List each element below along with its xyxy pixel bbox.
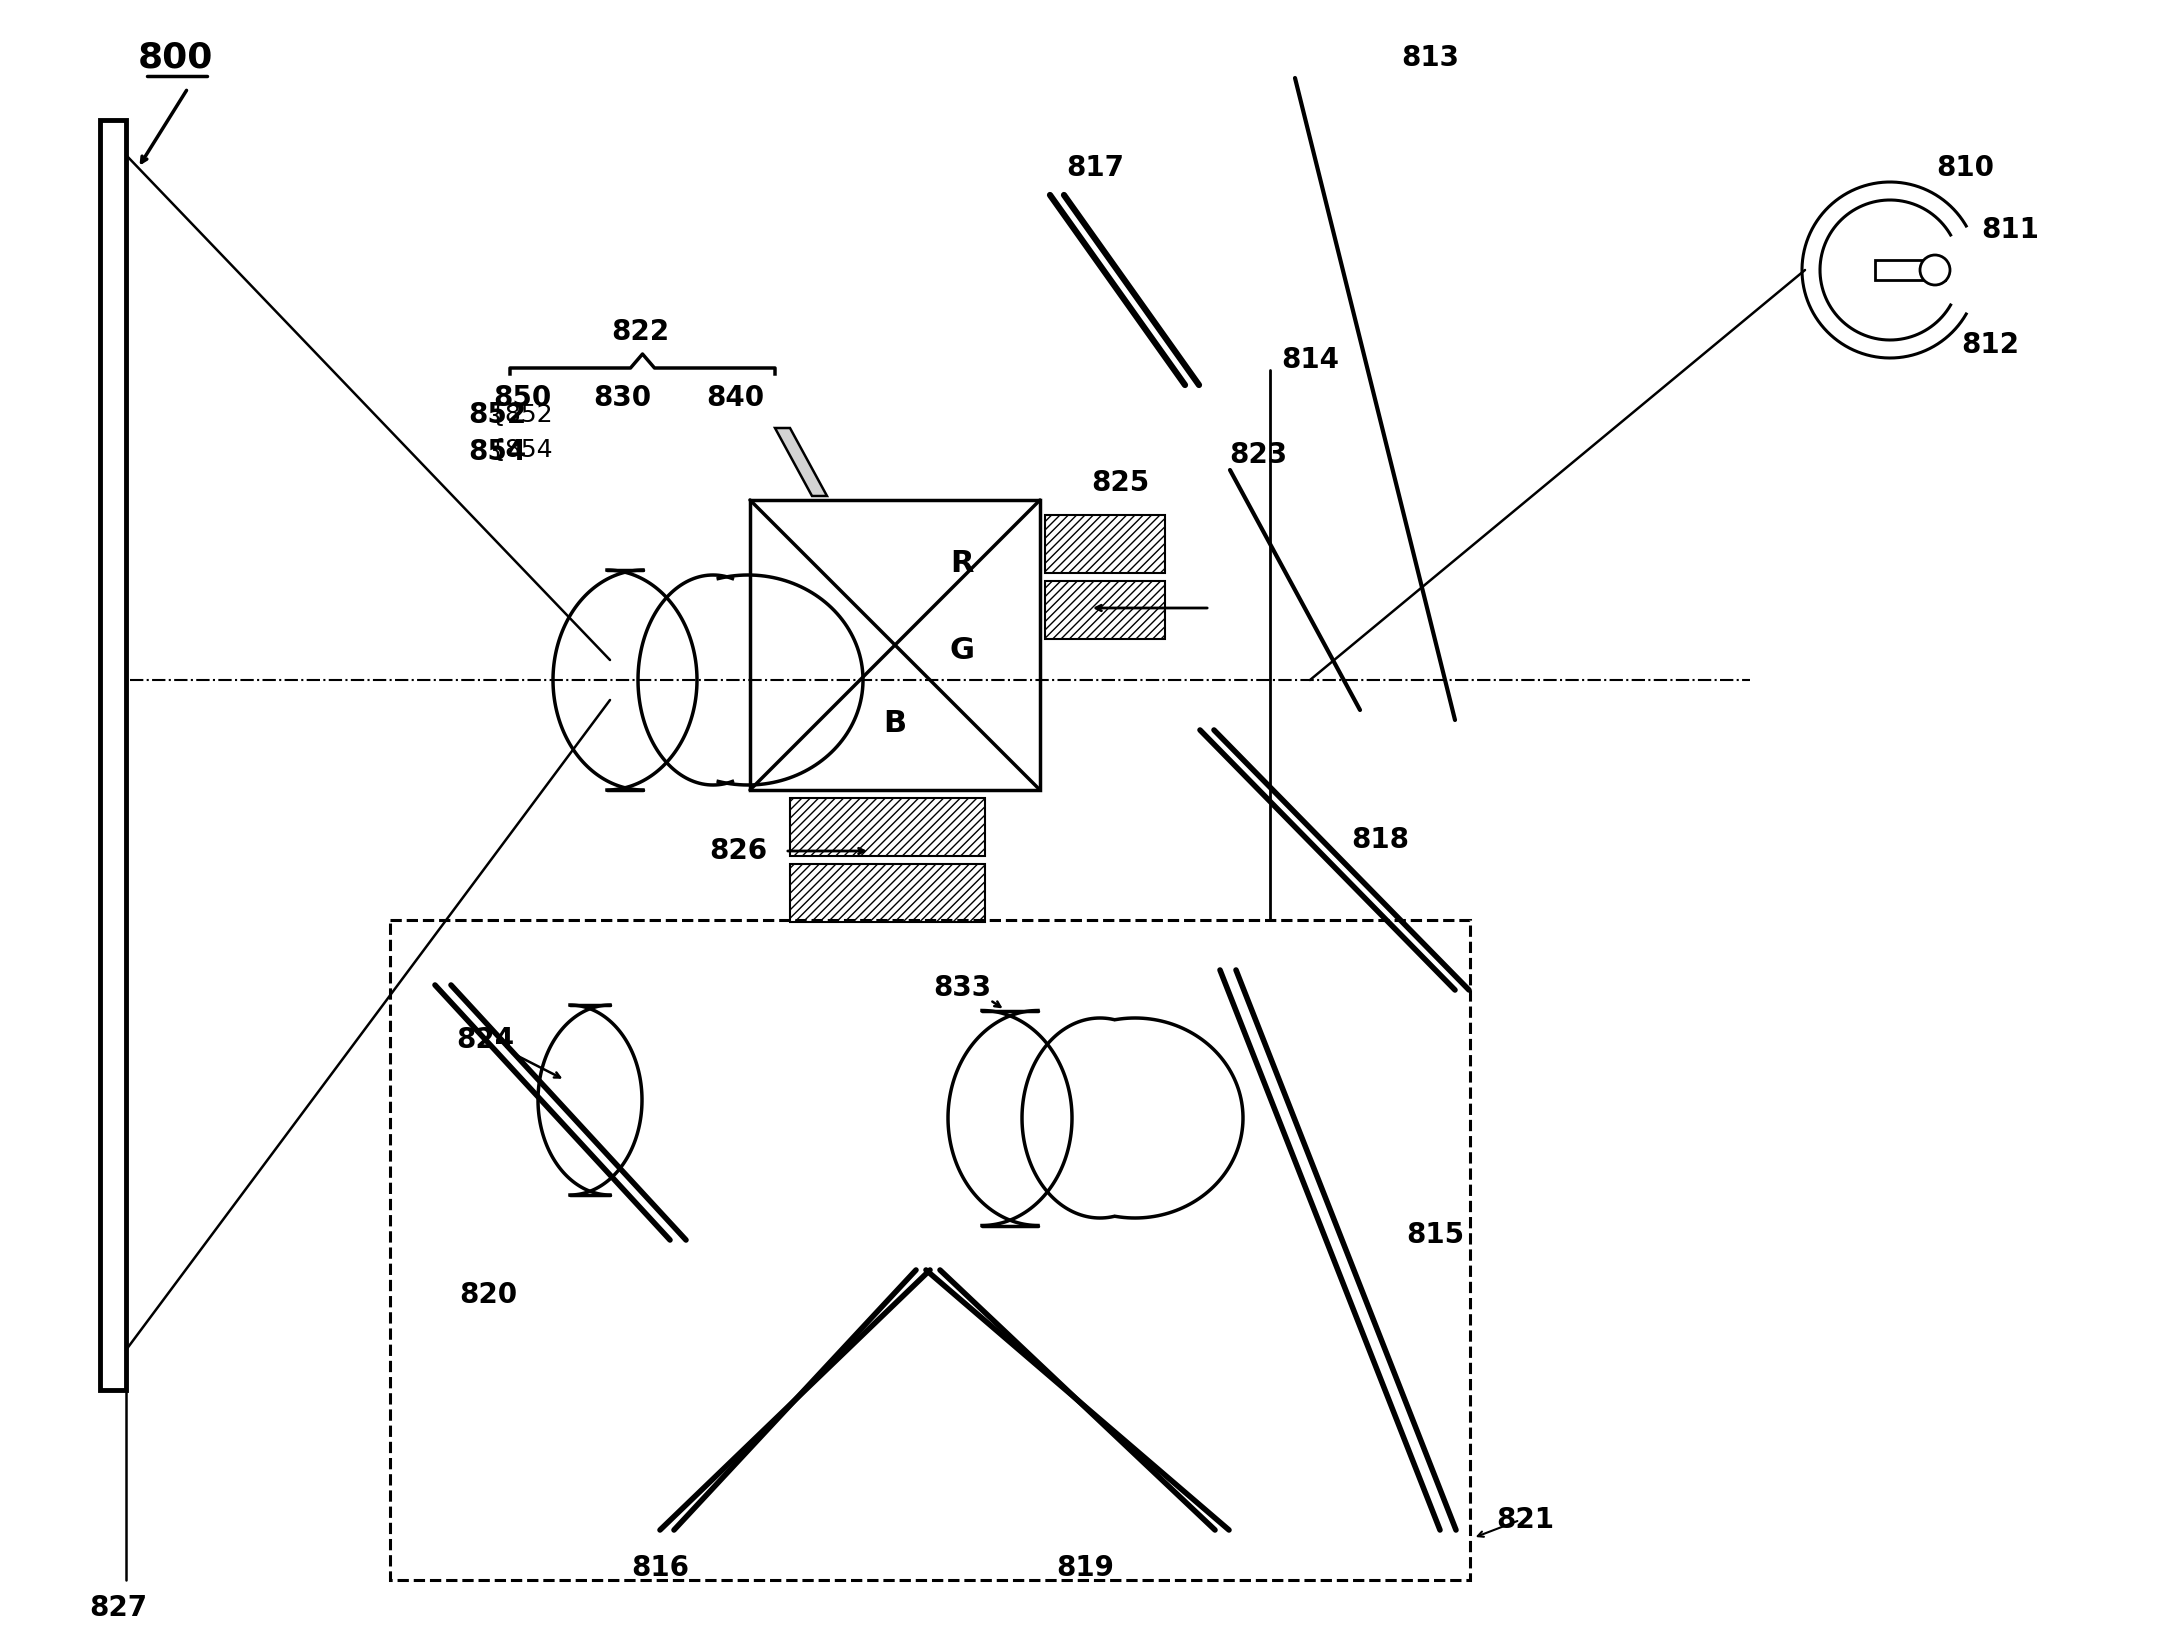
Text: 819: 819 — [1056, 1554, 1115, 1582]
Bar — [1045, 514, 1165, 573]
Text: 850: 850 — [492, 383, 551, 413]
Circle shape — [1920, 256, 1950, 285]
Text: R: R — [950, 549, 974, 578]
Text: 824: 824 — [455, 1025, 514, 1053]
Text: {852: {852 — [490, 403, 553, 428]
Polygon shape — [774, 428, 826, 496]
Text: 833: 833 — [933, 975, 991, 1002]
Text: 852: 852 — [469, 401, 527, 429]
Text: 810: 810 — [1937, 154, 1993, 182]
Bar — [100, 120, 126, 1391]
Text: 818: 818 — [1351, 826, 1410, 853]
Text: 827: 827 — [89, 1594, 147, 1622]
Bar — [1874, 260, 1946, 280]
Text: 814: 814 — [1282, 346, 1338, 373]
Bar — [750, 500, 1039, 790]
Text: 830: 830 — [592, 383, 651, 413]
Text: 812: 812 — [1961, 331, 2019, 359]
Bar — [790, 798, 985, 857]
Text: 825: 825 — [1091, 468, 1150, 496]
Text: 820: 820 — [460, 1281, 516, 1309]
Text: B: B — [883, 709, 907, 737]
Text: 811: 811 — [1980, 216, 2039, 244]
Text: 854: 854 — [469, 437, 527, 465]
Text: 800: 800 — [137, 41, 213, 75]
Text: 813: 813 — [1401, 44, 1460, 72]
Text: 821: 821 — [1497, 1505, 1553, 1535]
Text: 817: 817 — [1065, 154, 1124, 182]
Bar — [1045, 581, 1165, 639]
Text: {854: {854 — [490, 437, 553, 462]
Text: G: G — [950, 636, 974, 665]
Text: 822: 822 — [612, 318, 668, 346]
Bar — [790, 863, 985, 922]
Text: 815: 815 — [1406, 1220, 1464, 1250]
Bar — [390, 921, 1471, 1581]
Text: 826: 826 — [709, 837, 768, 865]
Text: 823: 823 — [1230, 441, 1286, 468]
Text: 840: 840 — [705, 383, 763, 413]
Text: 816: 816 — [631, 1554, 690, 1582]
